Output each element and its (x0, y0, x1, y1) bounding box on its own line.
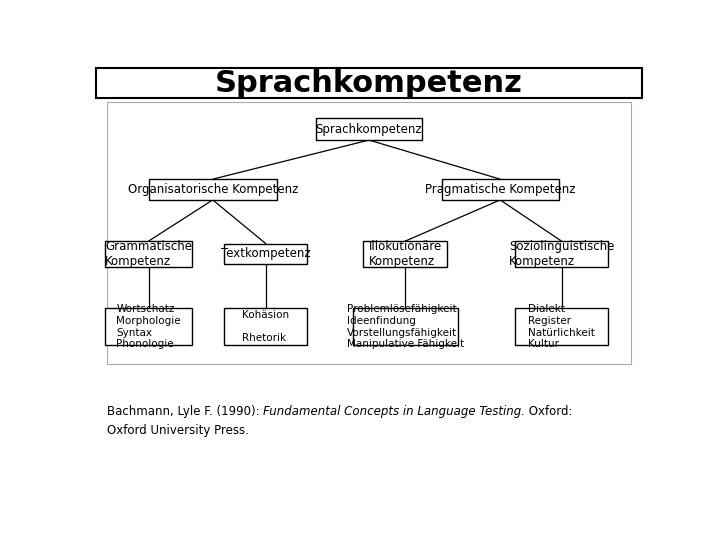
Text: Pragmatische Kompetenz: Pragmatische Kompetenz (425, 183, 575, 196)
Text: Bachmann, Lyle F. (1990):: Bachmann, Lyle F. (1990): (107, 406, 263, 419)
FancyBboxPatch shape (316, 118, 422, 140)
Text: Dialekt
Register
Natürlichkeit
Kultur: Dialekt Register Natürlichkeit Kultur (528, 305, 595, 349)
Text: Sprachkompetenz: Sprachkompetenz (215, 69, 523, 98)
FancyBboxPatch shape (516, 308, 608, 345)
Text: Kohäsion

Rhetorik: Kohäsion Rhetorik (242, 310, 289, 343)
Text: Soziolinguistische
Kompetenz: Soziolinguistische Kompetenz (509, 240, 614, 268)
Text: Wortschatz
Morphologie
Syntax
Phonologie: Wortschatz Morphologie Syntax Phonologie (116, 305, 181, 349)
FancyBboxPatch shape (516, 241, 608, 267)
Text: Illokutionäre
Kompetenz: Illokutionäre Kompetenz (369, 240, 442, 268)
Text: Fundamental Concepts in Language Testing.: Fundamental Concepts in Language Testing… (263, 406, 525, 419)
Text: Grammatische
Kompetenz: Grammatische Kompetenz (105, 240, 192, 268)
FancyBboxPatch shape (105, 241, 192, 267)
FancyBboxPatch shape (364, 241, 447, 267)
FancyBboxPatch shape (96, 68, 642, 98)
FancyBboxPatch shape (105, 308, 192, 345)
Text: Oxford University Press.: Oxford University Press. (107, 424, 248, 437)
Text: Sprachkompetenz: Sprachkompetenz (315, 123, 423, 136)
Text: Organisatorische Kompetenz: Organisatorische Kompetenz (127, 183, 298, 196)
FancyBboxPatch shape (353, 308, 458, 345)
Text: Textkompetenz: Textkompetenz (221, 247, 310, 260)
FancyBboxPatch shape (225, 244, 307, 265)
FancyBboxPatch shape (225, 308, 307, 345)
Text: Problemlösefähigkeit
Ideenfindung
Vorstellungsfähigkeit
Manipulative Fähigkeit: Problemlösefähigkeit Ideenfindung Vorste… (347, 305, 464, 349)
FancyBboxPatch shape (441, 179, 559, 200)
Text: Oxford:: Oxford: (525, 406, 572, 419)
FancyBboxPatch shape (148, 179, 277, 200)
FancyBboxPatch shape (107, 102, 631, 364)
